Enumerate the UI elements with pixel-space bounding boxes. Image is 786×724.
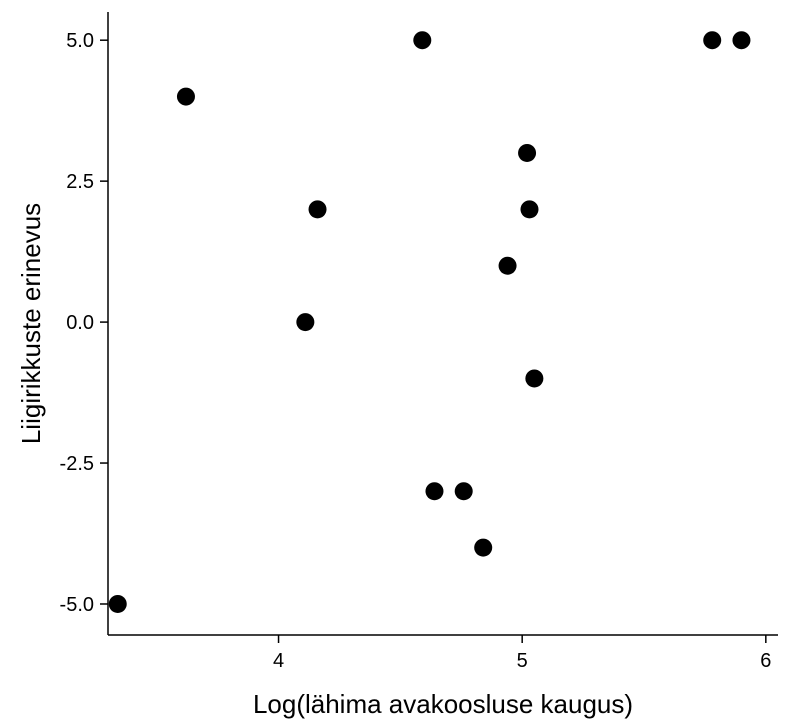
y-tick-label: -5.0 xyxy=(60,594,94,616)
data-point xyxy=(177,88,195,106)
data-point xyxy=(732,31,750,49)
data-point xyxy=(309,200,327,218)
data-point xyxy=(109,595,127,613)
x-tick-label: 5 xyxy=(517,650,528,672)
data-point xyxy=(455,482,473,500)
y-axis-title: Liigirikkuste erinevus xyxy=(16,203,46,444)
data-point xyxy=(296,313,314,331)
data-point xyxy=(425,482,443,500)
y-ticks: 5.0 2.5 0.0 -2.5 -5.0 xyxy=(60,30,108,616)
y-tick-label: 2.5 xyxy=(66,171,94,193)
data-point xyxy=(499,257,517,275)
x-ticks: 4 5 6 xyxy=(273,635,771,672)
data-point xyxy=(703,31,721,49)
data-point xyxy=(518,144,536,162)
y-tick-label: 5.0 xyxy=(66,30,94,52)
axes xyxy=(108,12,778,635)
data-point xyxy=(520,200,538,218)
data-point xyxy=(413,31,431,49)
x-tick-label: 6 xyxy=(760,650,771,672)
x-tick-label: 4 xyxy=(273,650,284,672)
data-point xyxy=(474,539,492,557)
y-tick-label: 0.0 xyxy=(66,312,94,334)
y-tick-label: -2.5 xyxy=(60,453,94,475)
x-axis-title: Log(lähima avakoosluse kaugus) xyxy=(253,689,633,719)
data-point xyxy=(525,369,543,387)
data-points xyxy=(109,31,751,613)
